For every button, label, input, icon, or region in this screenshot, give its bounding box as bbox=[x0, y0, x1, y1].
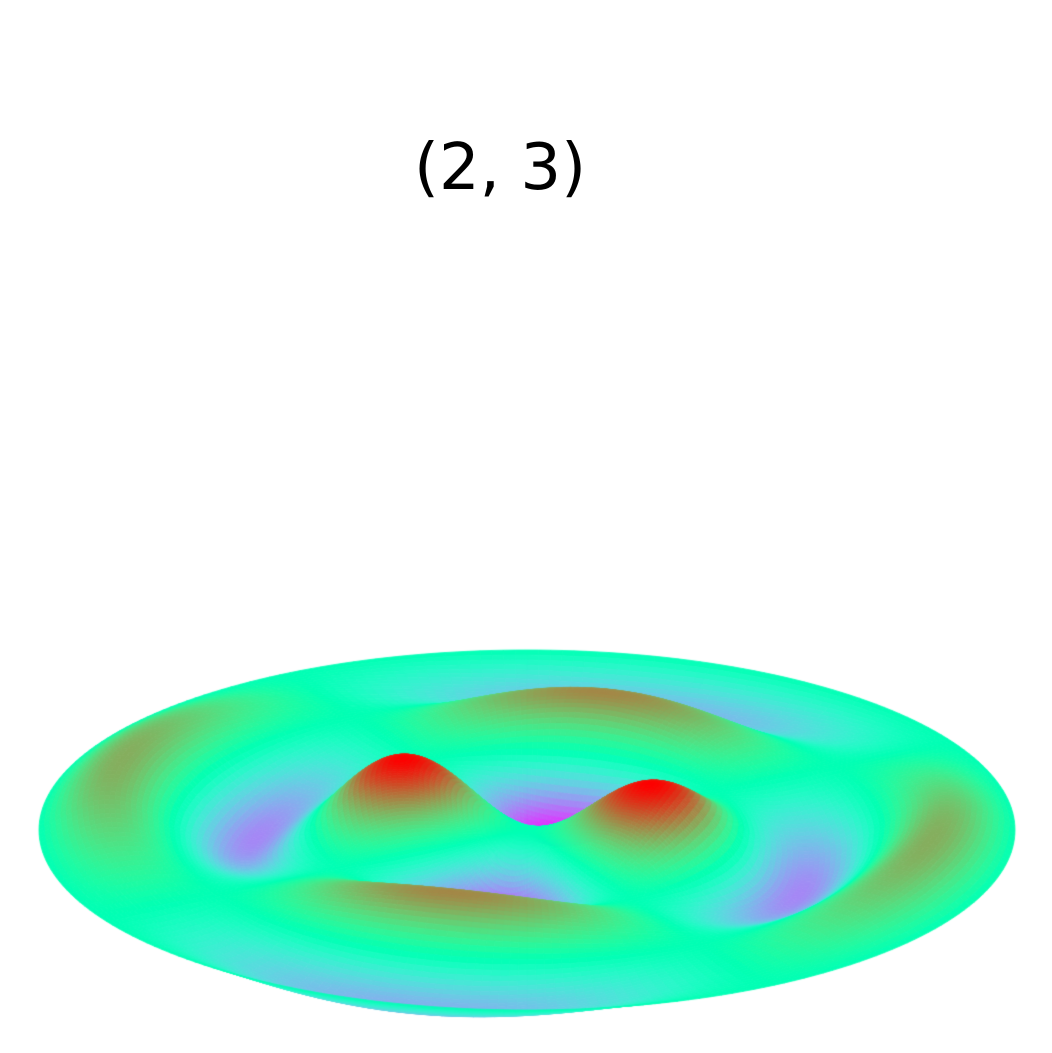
plot-title: (2, 3) bbox=[413, 131, 587, 205]
